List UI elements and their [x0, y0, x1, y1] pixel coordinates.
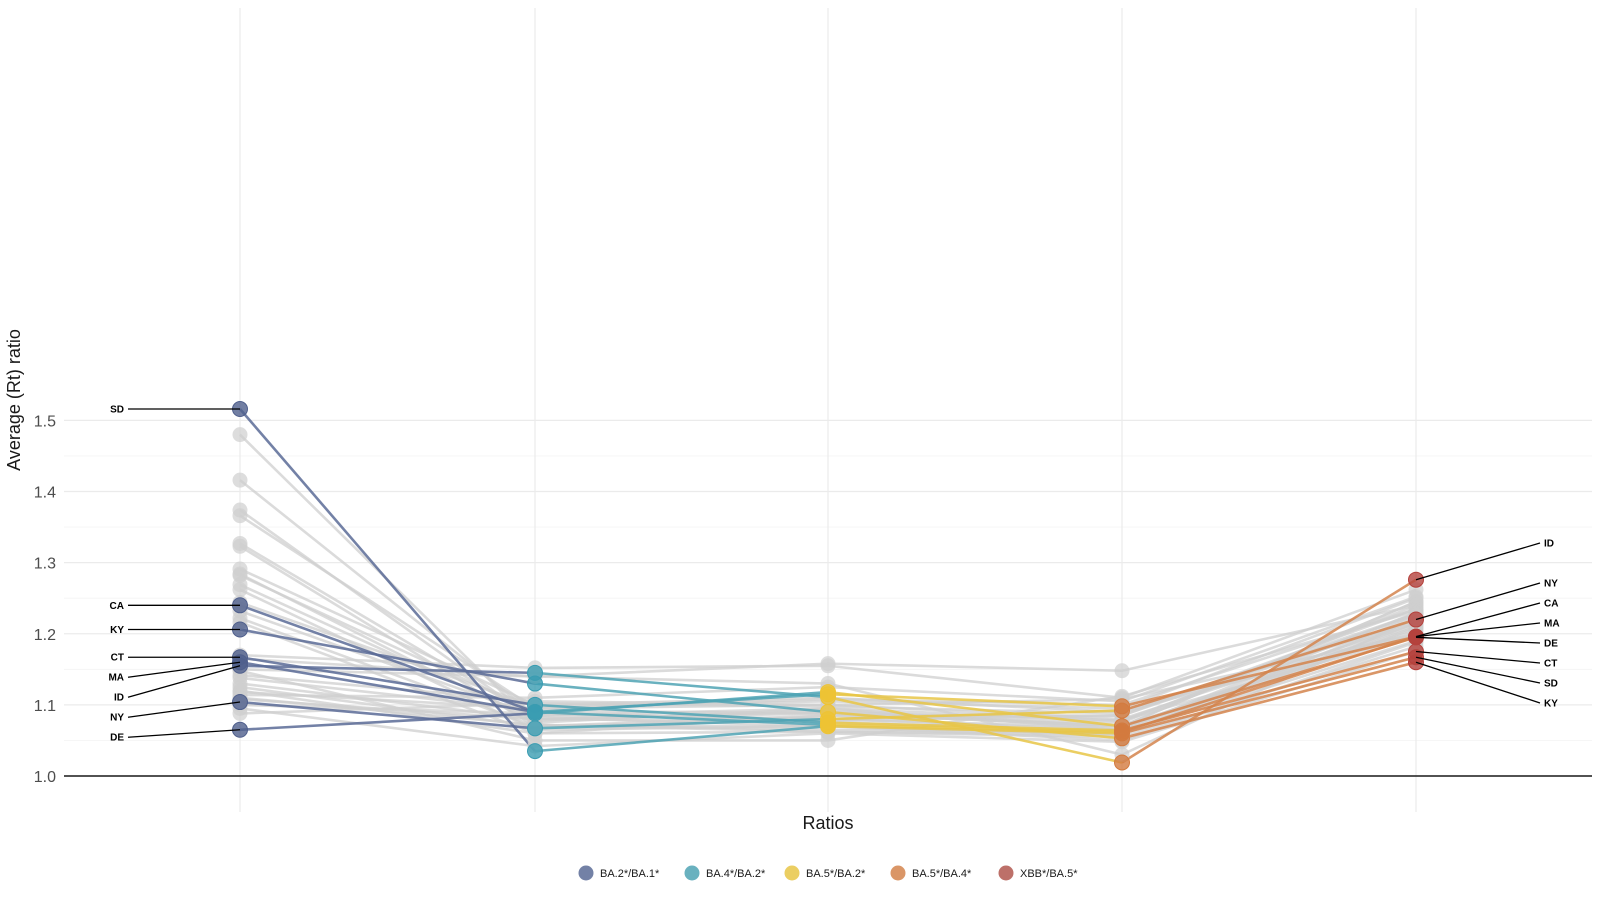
legend-marker	[784, 865, 800, 881]
highlighted-segment	[239, 712, 536, 732]
highlighted-point	[527, 720, 543, 737]
state-label-right: CA	[1544, 599, 1558, 610]
highlighted-point	[527, 743, 543, 760]
highlighted-segment	[827, 695, 1123, 764]
state-label-left: NY	[110, 713, 124, 724]
highlighted-point	[527, 705, 543, 722]
highlighted-segment	[827, 723, 1123, 734]
highlighted-segment	[534, 717, 829, 730]
state-label-right: KY	[1544, 699, 1558, 710]
highlighted-segment	[1121, 660, 1417, 740]
highlighted-segment	[239, 628, 536, 685]
state-label-right: DE	[1544, 639, 1558, 650]
highlighted-segment	[827, 721, 1123, 732]
background-point	[232, 538, 248, 554]
highlighted-point	[820, 684, 836, 701]
state-label-right: NY	[1544, 579, 1558, 590]
background-point	[1114, 663, 1130, 679]
highlighted-segment	[239, 700, 536, 730]
legend-label: BA.5*/BA.2*	[806, 868, 866, 880]
legend-marker	[890, 865, 906, 881]
state-label-right: CT	[1544, 659, 1557, 670]
state-label-left: ID	[114, 693, 124, 704]
highlighted-segment	[534, 682, 829, 714]
state-label-right: ID	[1544, 539, 1554, 550]
y-tick-label: 1.0	[34, 769, 56, 786]
background-point	[232, 705, 248, 721]
highlighted-segment	[239, 660, 536, 714]
background-point	[232, 508, 248, 524]
y-tick-label: 1.5	[34, 413, 56, 430]
highlighted-point	[1114, 754, 1130, 771]
highlighted-lines	[239, 408, 1417, 764]
state-label-right: SD	[1544, 679, 1558, 690]
highlighted-point	[527, 664, 543, 681]
label-connector	[1415, 582, 1541, 621]
label-connector	[127, 665, 241, 698]
highlighted-segment	[1121, 578, 1417, 764]
legend-marker	[998, 865, 1014, 881]
legend-label: BA.2*/BA.1*	[600, 868, 660, 880]
background-point	[232, 582, 248, 598]
legend-marker	[578, 865, 594, 881]
state-labels: SD CA KY CT MA ID NY DE ID NY CA MA DE CT SD KY	[108, 405, 1559, 744]
label-connector	[1415, 542, 1541, 581]
highlighted-segment	[239, 604, 536, 714]
state-label-left: SD	[110, 405, 124, 416]
x-axis-title: Ratios	[802, 813, 853, 833]
highlighted-segment	[1121, 655, 1417, 735]
highlighted-segment	[1121, 618, 1417, 712]
y-axis-ticks: 1.0 1.1 1.2 1.3 1.4 1.5	[34, 413, 56, 786]
legend-marker	[684, 865, 700, 881]
y-tick-label: 1.2	[34, 627, 56, 644]
label-connector	[1415, 656, 1541, 684]
label-connector	[127, 661, 241, 678]
highlighted-segment	[534, 690, 829, 715]
y-axis-title: Average (Rt) ratio	[4, 329, 24, 471]
legend-label: BA.4*/BA.2*	[706, 868, 766, 880]
state-label-left: CA	[110, 601, 124, 612]
state-label-right: MA	[1544, 619, 1560, 630]
label-connector	[127, 729, 241, 738]
y-tick-label: 1.4	[34, 485, 56, 502]
highlighted-segment	[827, 710, 1123, 740]
highlighted-segment	[827, 690, 1123, 728]
highlighted-segment	[1121, 636, 1417, 728]
background-point	[232, 427, 248, 443]
label-connector	[1415, 636, 1541, 644]
label-connector	[1415, 602, 1541, 638]
highlighted-segment	[1121, 650, 1417, 732]
state-label-left: MA	[108, 673, 124, 684]
highlighted-segment	[534, 710, 829, 727]
background-point	[232, 472, 248, 488]
highlighted-point	[1114, 718, 1130, 735]
highlighted-segment	[534, 671, 829, 699]
state-label-left: DE	[110, 733, 124, 744]
label-connector	[1415, 661, 1541, 704]
highlighted-segment	[827, 692, 1123, 708]
highlighted-segment	[239, 655, 536, 707]
state-label-left: CT	[111, 653, 124, 664]
legend: BA.2*/BA.1* BA.4*/BA.2* BA.5*/BA.2* BA.5*/B…	[578, 865, 1078, 881]
highlighted-segment	[827, 709, 1123, 721]
label-connector	[1415, 650, 1541, 664]
legend-label: BA.5*/BA.4*	[912, 868, 972, 880]
highlighted-point	[820, 711, 836, 728]
label-connector	[1415, 622, 1541, 638]
background-point	[820, 656, 836, 672]
y-tick-label: 1.3	[34, 556, 56, 573]
label-connector	[127, 701, 241, 718]
highlighted-segment	[534, 724, 829, 753]
background-point	[1408, 589, 1424, 605]
y-tick-label: 1.1	[34, 698, 56, 715]
highlighted-segment	[239, 664, 536, 675]
highlighted-point	[1114, 702, 1130, 719]
state-label-left: KY	[110, 625, 124, 636]
legend-label: XBB*/BA.5*	[1020, 868, 1078, 880]
